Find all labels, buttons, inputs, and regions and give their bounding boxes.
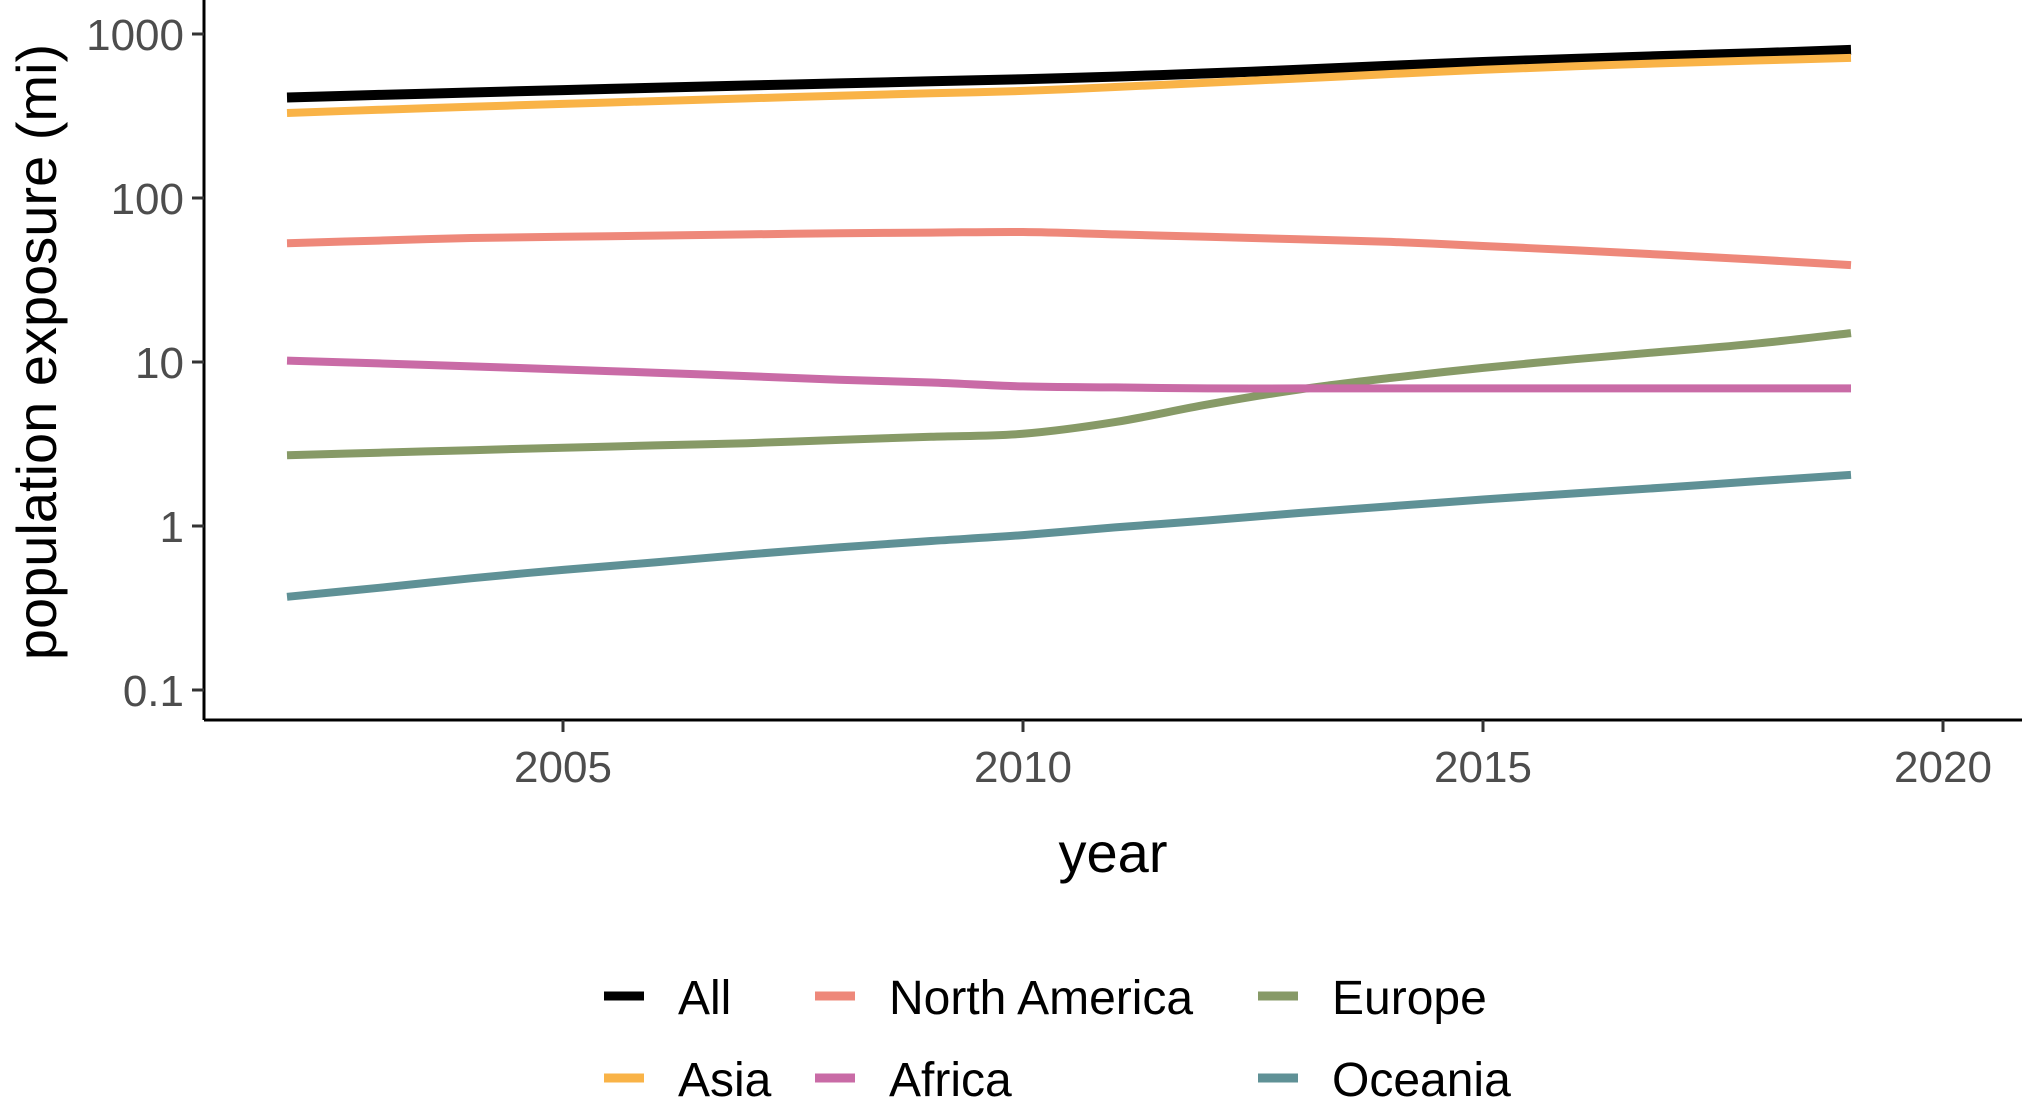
series-line-europe bbox=[286, 329, 1852, 460]
axes bbox=[202, 0, 2022, 722]
y-axis-title: population exposure (mi) bbox=[5, 44, 68, 660]
series-layer bbox=[286, 44, 1852, 601]
x-tick-label: 2010 bbox=[974, 743, 1072, 792]
y-tick-label: 100 bbox=[111, 175, 184, 224]
x-tick-label: 2020 bbox=[1894, 743, 1992, 792]
y-tick-label: 1 bbox=[160, 503, 184, 552]
series-line-north-america bbox=[286, 227, 1852, 270]
x-tick-label: 2015 bbox=[1434, 743, 1532, 792]
y-tick-label: 10 bbox=[135, 339, 184, 388]
y-tick-label: 0.1 bbox=[123, 667, 184, 716]
series-line-africa bbox=[286, 356, 1851, 393]
y-tick-label: 1000 bbox=[86, 11, 184, 60]
legend-label-africa: Africa bbox=[889, 1054, 1012, 1107]
legend-label-north-america: North America bbox=[889, 972, 1193, 1025]
series-line-oceania bbox=[286, 470, 1852, 601]
legend-label-asia: Asia bbox=[678, 1054, 772, 1107]
legend-label-europe: Europe bbox=[1332, 972, 1487, 1025]
legend-label-all: All bbox=[678, 972, 731, 1025]
x-tick-label: 2005 bbox=[514, 743, 612, 792]
legend-label-oceania: Oceania bbox=[1332, 1054, 1511, 1107]
legend: All Asia North America Africa Europe Oceania bbox=[604, 972, 1511, 1107]
series-line-asia bbox=[286, 53, 1852, 117]
ticks: 0.1 1 10 100 1000 2005 2010 2015 2020 bbox=[86, 11, 1992, 792]
x-axis-title: year bbox=[1059, 821, 1168, 884]
series-line-all bbox=[286, 44, 1852, 103]
